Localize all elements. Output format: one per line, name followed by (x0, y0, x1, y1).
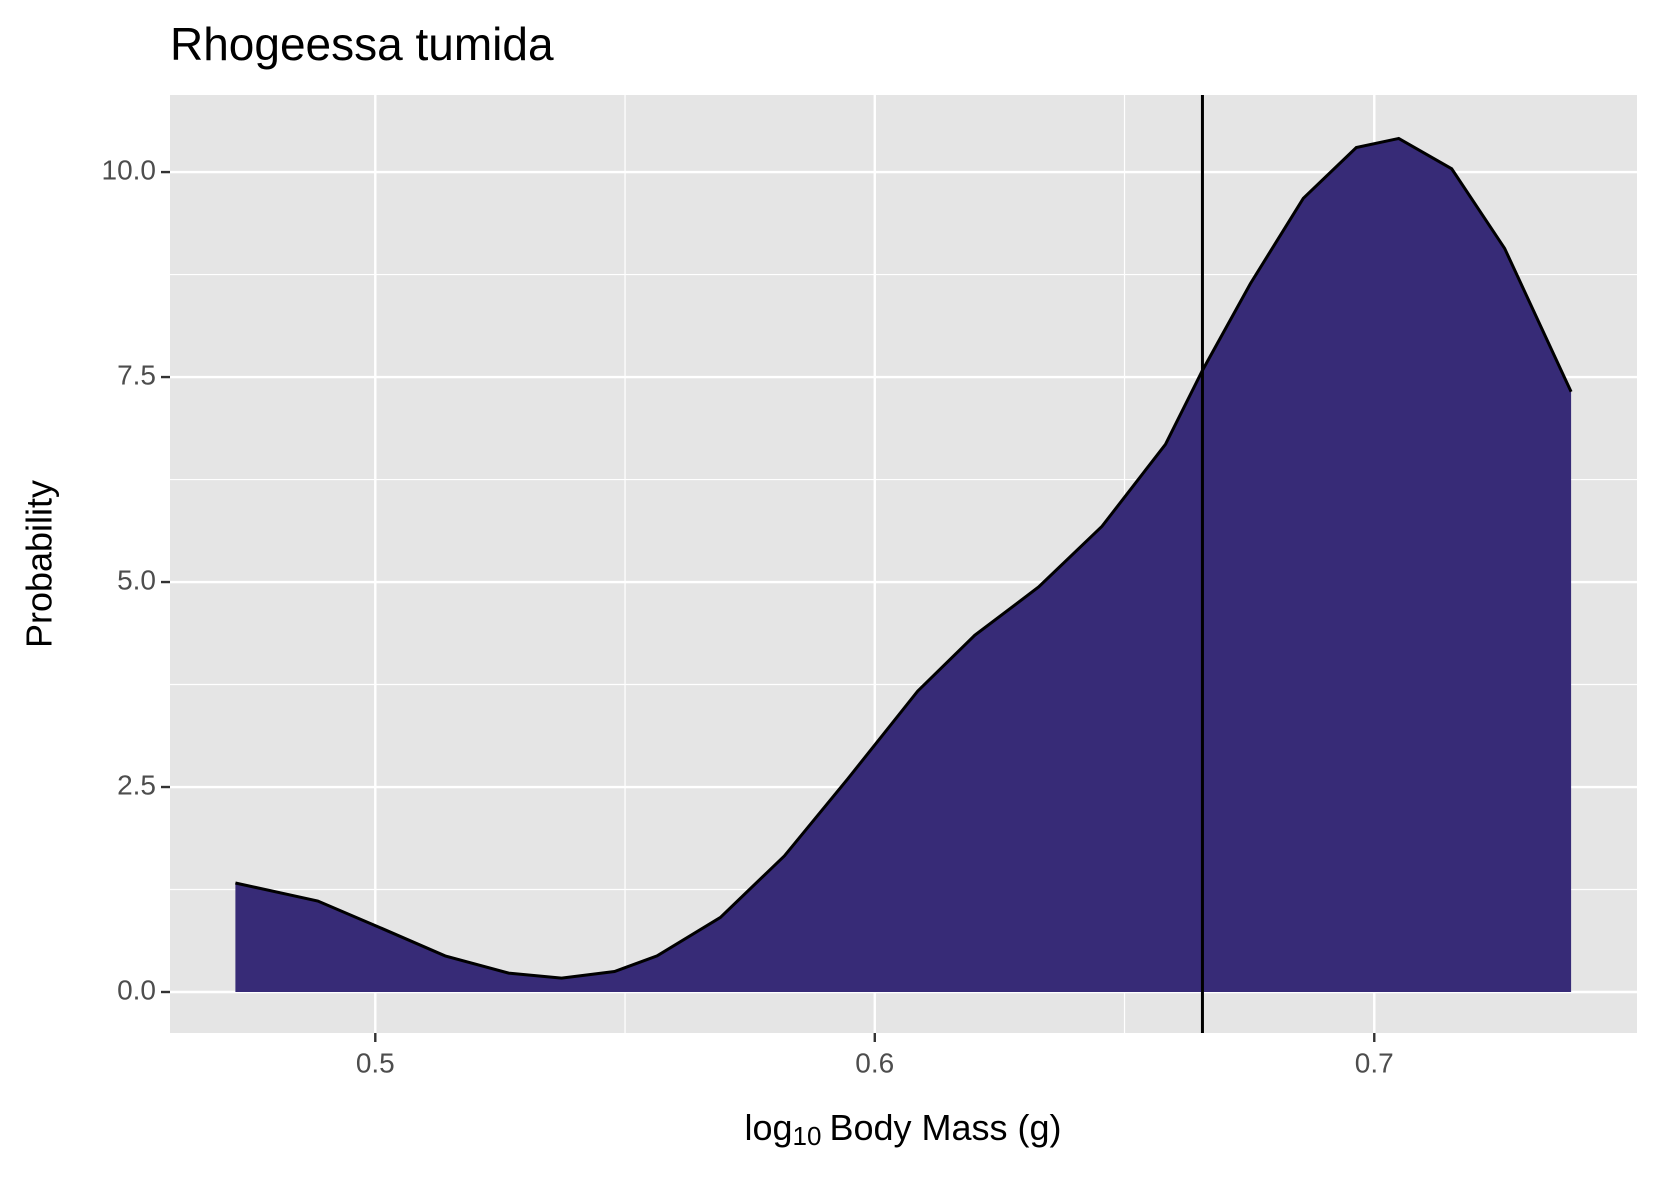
x-tick-label: 0.5 (356, 1047, 395, 1078)
x-label-base: log (744, 1107, 792, 1148)
x-label-rest: Body Mass (g) (829, 1107, 1061, 1148)
y-tick-label: 0.0 (117, 974, 156, 1005)
x-label-subscript: 10 (793, 1121, 822, 1151)
x-tick-label: 0.7 (1355, 1047, 1394, 1078)
y-tick-label: 10.0 (102, 154, 157, 185)
y-tick-label: 7.5 (117, 359, 156, 390)
density-line (235, 136, 1573, 980)
y-tick-label: 2.5 (117, 769, 156, 800)
y-tick-label: 5.0 (117, 564, 156, 595)
y-axis-label: Probability (19, 480, 60, 648)
x-tick-label: 0.6 (855, 1047, 894, 1078)
density-area (235, 138, 1572, 993)
chart-title: Rhogeessa tumida (170, 18, 554, 70)
x-axis-label: log10 Body Mass (g) (744, 1107, 1061, 1151)
